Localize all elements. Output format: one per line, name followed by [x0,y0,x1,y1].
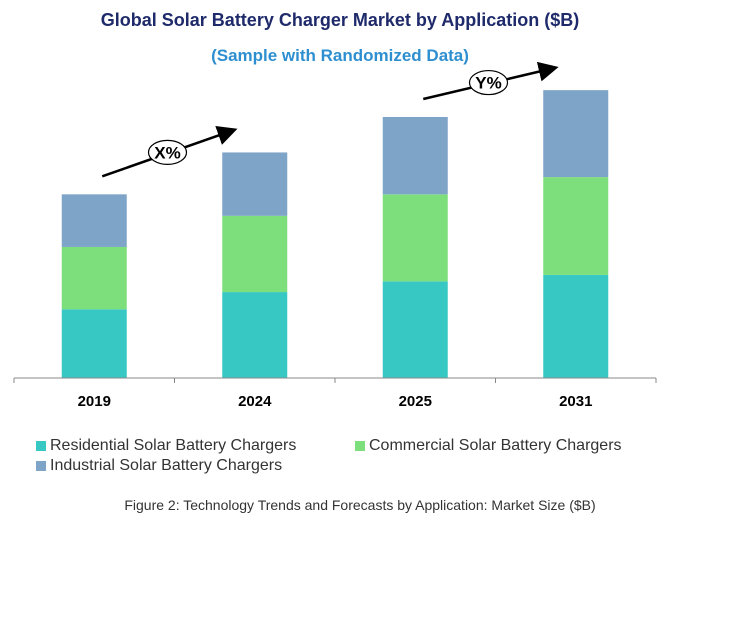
legend-swatch-residential [36,441,46,451]
bar-2024-residential [222,292,288,378]
legend-item-residential: Residential Solar Battery Chargers [36,437,296,455]
bar-2019-commercial [61,246,127,310]
legend-label-commercial: Commercial Solar Battery Chargers [369,437,622,454]
bar-2031-commercial [543,177,609,275]
growth-label-bubble-2 [468,69,509,96]
legend-label-industrial: Industrial Solar Battery Chargers [50,457,283,474]
bar-2031-industrial [543,90,609,178]
growth-label-2: Y% [475,74,501,93]
bar-2019-residential [61,309,127,378]
legend-item-industrial: Industrial Solar Battery Chargers [36,457,282,475]
chart-title: Global Solar Battery Charger Market by A… [100,10,580,30]
legend-swatch-industrial [36,461,46,471]
figure-caption: Figure 2: Technology Trends and Forecast… [124,497,596,513]
legend-swatch-commercial [355,441,365,451]
legend-label-residential: Residential Solar Battery Chargers [50,437,297,454]
bar-2025-residential [382,281,448,378]
growth-label-bubble-1 [147,139,188,165]
x-tick-label-2025: 2025 [399,393,432,410]
chart-subtitle: (Sample with Randomized Data) [211,46,469,65]
x-tick-label-2024: 2024 [238,393,272,410]
bar-2024-industrial [222,152,288,216]
bar-2024-commercial [222,215,288,293]
bar-2031-residential [543,274,609,378]
bar-2019-industrial [61,194,127,247]
x-tick-label-2031: 2031 [559,393,592,410]
legend-item-commercial: Commercial Solar Battery Chargers [355,437,622,455]
bar-2025-industrial [382,117,448,195]
bar-2025-commercial [382,194,448,282]
x-tick-label-2019: 2019 [78,393,111,410]
growth-label-1: X% [154,143,180,162]
